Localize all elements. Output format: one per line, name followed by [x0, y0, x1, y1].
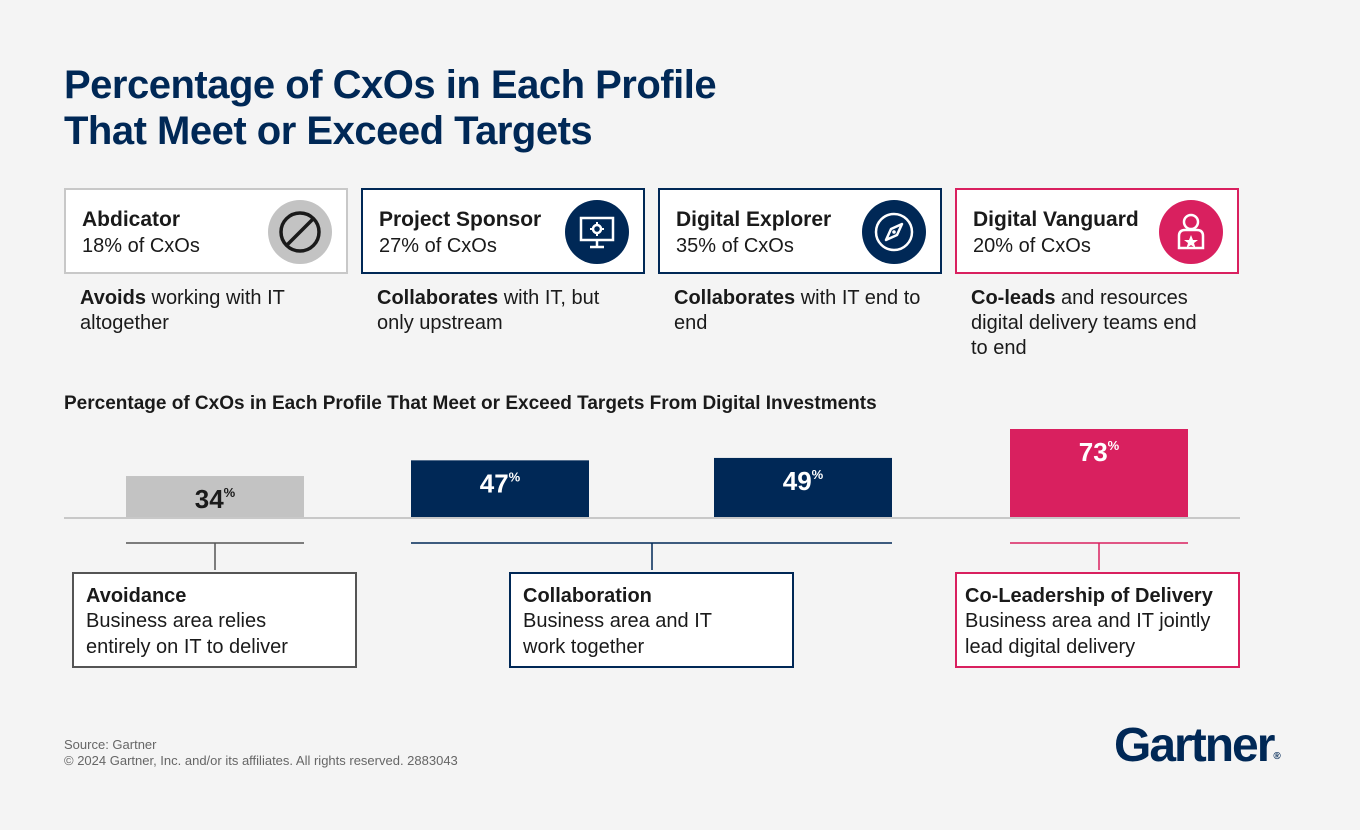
profile-description: Collaborates with IT, but only upstream: [377, 287, 600, 334]
category-box-avoidance: Avoidance Business area relies entirely …: [72, 572, 357, 668]
profile-description: Co-leads and resources digital delivery …: [971, 287, 1197, 359]
profile-share: 20% of CxOs: [973, 235, 1091, 257]
profile-name: Digital Vanguard: [973, 208, 1139, 231]
bar-value-label: 34%: [195, 484, 236, 514]
monitor-gear-icon: [565, 200, 629, 264]
prohibited-icon: [268, 200, 332, 264]
bar-project-sponsor: [411, 460, 589, 517]
title-line-2: That Meet or Exceed Targets: [64, 109, 593, 153]
bar-digital-vanguard: [1010, 429, 1188, 517]
profile-share: 27% of CxOs: [379, 235, 497, 257]
bar-value-label: 73%: [1079, 437, 1120, 467]
chart-title: Percentage of CxOs in Each Profile That …: [64, 393, 877, 414]
category-name: Co-Leadership of Delivery: [965, 585, 1213, 607]
profile-share: 18% of CxOs: [82, 235, 200, 257]
category-description: Business area and IT jointly: [965, 610, 1211, 632]
bar-chart: 34% 47% 49% 73%: [64, 429, 1240, 570]
category-description: work together: [523, 636, 645, 658]
title-line-1: Percentage of CxOs in Each Profile: [64, 63, 717, 107]
category-description: Business area and IT: [523, 610, 712, 632]
category-description: Business area relies: [86, 610, 267, 632]
bar-abdicator: [126, 476, 304, 517]
category-description: entirely on IT to deliver: [86, 636, 288, 658]
category-box-co-leadership: Co-Leadership of Delivery Business area …: [955, 572, 1240, 668]
profile-card-digital-explorer: Digital Explorer 35% of CxOs: [658, 188, 942, 274]
bar-value-label: 49%: [783, 466, 824, 496]
profile-name: Abdicator: [82, 208, 181, 231]
page-title: Percentage of CxOs in Each Profile That …: [64, 62, 717, 154]
category-description: lead digital delivery: [965, 636, 1136, 658]
source-note: Source: Gartner © 2024 Gartner, Inc. and…: [64, 737, 458, 769]
source-text: Source: Gartner: [64, 737, 157, 752]
profile-name: Digital Explorer: [676, 208, 832, 231]
compass-icon: [862, 200, 926, 264]
profile-card-project-sponsor: Project Sponsor 27% of CxOs: [361, 188, 645, 274]
profile-description: Collaborates with IT end to end: [674, 287, 921, 334]
profile-share: 35% of CxOs: [676, 235, 794, 257]
leader-star-icon: [1159, 200, 1223, 264]
category-box-collaboration: Collaboration Business area and IT work …: [509, 572, 794, 668]
profile-description: Avoids working with IT altogether: [80, 287, 285, 334]
category-name: Collaboration: [523, 585, 652, 607]
profile-card-abdicator: Abdicator 18% of CxOs: [64, 188, 348, 274]
profile-name: Project Sponsor: [379, 208, 542, 231]
copyright-text: © 2024 Gartner, Inc. and/or its affiliat…: [64, 753, 458, 768]
gartner-logo: Gartner®: [1114, 719, 1281, 772]
bar-value-label: 47%: [480, 468, 521, 498]
bars-group: 34% 47% 49% 73%: [126, 429, 1188, 517]
bar-digital-explorer: [714, 457, 892, 517]
category-name: Avoidance: [86, 585, 187, 607]
profile-card-digital-vanguard: Digital Vanguard 20% of CxOs: [955, 188, 1239, 274]
